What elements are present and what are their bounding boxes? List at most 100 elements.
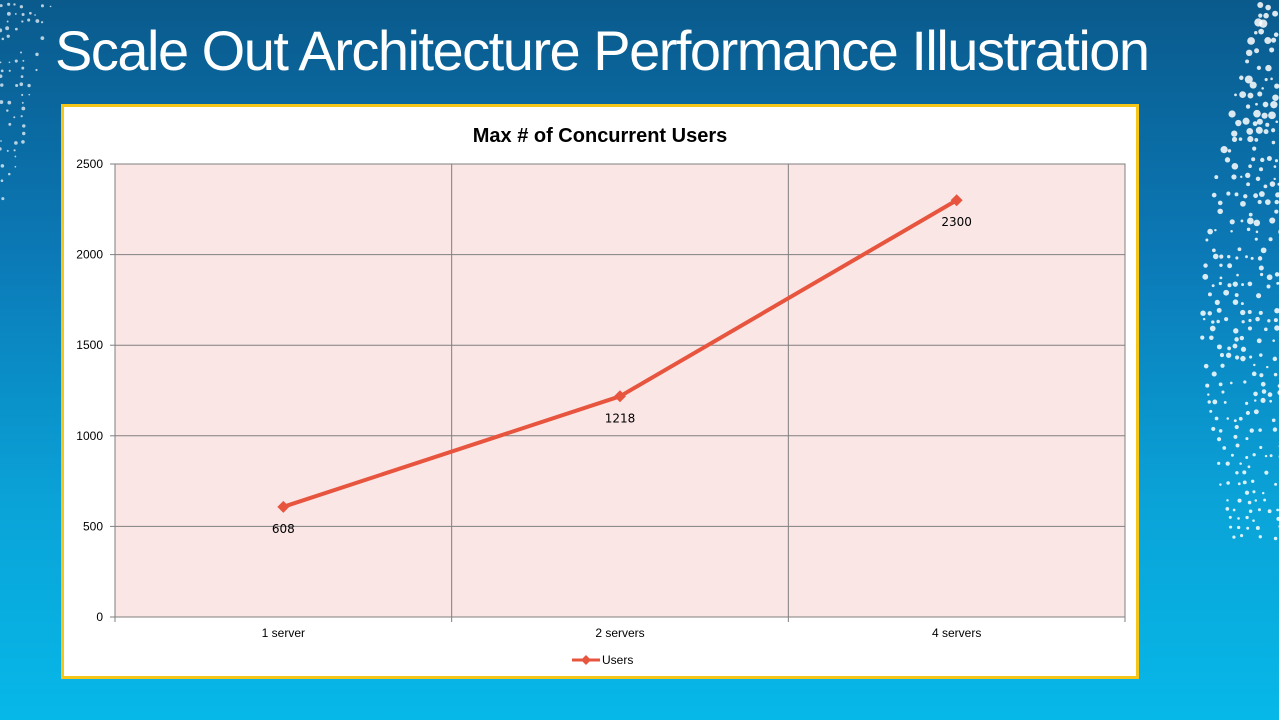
decorative-dot <box>0 4 3 8</box>
decorative-dot <box>1252 519 1255 522</box>
decorative-dot <box>1232 281 1238 287</box>
decorative-dot <box>1202 317 1206 321</box>
decorative-dot <box>1225 352 1232 358</box>
decorative-dot <box>1240 309 1246 316</box>
decorative-dot <box>1260 381 1266 387</box>
y-tick-label: 1500 <box>76 338 103 352</box>
decorative-dot <box>0 61 2 64</box>
decorative-dot <box>1216 307 1222 313</box>
decorative-dot <box>13 149 16 152</box>
decorative-dot <box>1270 77 1273 81</box>
decorative-dot <box>1258 167 1264 172</box>
decorative-dot <box>21 101 24 104</box>
decorative-dot <box>1259 445 1263 449</box>
decorative-dot <box>1271 37 1277 43</box>
decorative-dot <box>1217 200 1223 206</box>
decorative-dot <box>0 28 3 33</box>
decorative-dot <box>1274 159 1279 163</box>
decorative-dot <box>8 61 11 64</box>
x-axis: 1 server 2 servers 4 servers <box>114 616 1126 640</box>
decorative-dot <box>1237 498 1242 503</box>
decorative-dot <box>1274 199 1279 205</box>
decorative-dot <box>1255 126 1263 134</box>
decorative-dot <box>1259 353 1263 357</box>
decorative-dot <box>1209 325 1216 332</box>
decorative-dot <box>13 3 16 6</box>
decorative-dot <box>1245 455 1249 459</box>
decorative-dot <box>1205 383 1210 388</box>
decorative-dot <box>7 2 11 6</box>
decorative-dot <box>1254 237 1258 241</box>
decorative-dot <box>21 20 24 23</box>
decorative-dot <box>1271 140 1276 145</box>
decorative-dot <box>35 68 38 72</box>
data-label: 608 <box>272 522 295 536</box>
data-label: 2300 <box>941 215 972 229</box>
decorative-dot <box>1245 410 1250 416</box>
decorative-dot <box>35 19 40 23</box>
decorative-dot <box>40 21 44 24</box>
decorative-dot <box>1267 319 1271 323</box>
decorative-dot <box>1253 409 1259 415</box>
decorative-dot <box>1253 363 1256 367</box>
decorative-dot <box>49 5 52 8</box>
decorative-dot <box>1224 157 1231 163</box>
decorative-dot <box>1219 254 1224 259</box>
decorative-dot <box>1261 87 1264 90</box>
decorative-dot <box>1234 424 1239 430</box>
chart-title: Max # of Concurrent Users <box>473 125 728 147</box>
decorative-dot <box>1267 509 1272 514</box>
decorative-dot <box>1252 121 1258 127</box>
decorative-dot <box>20 75 24 78</box>
decorative-dots-right <box>1200 1 1279 541</box>
decorative-dot <box>1273 536 1278 541</box>
decorative-dot <box>20 115 23 118</box>
decorative-dot <box>1274 209 1279 214</box>
decorative-dot <box>1211 426 1216 432</box>
decorative-dot <box>0 179 4 183</box>
decorative-dot <box>1240 200 1246 207</box>
decorative-dot <box>1237 482 1241 486</box>
decorative-dot <box>6 11 11 16</box>
decorative-dot <box>1255 316 1260 322</box>
decorative-dot <box>21 140 25 144</box>
decorative-dot <box>1269 47 1275 53</box>
decorative-dot <box>1258 310 1263 315</box>
decorative-dot <box>1254 31 1258 35</box>
decorative-dot <box>1245 49 1253 57</box>
decorative-dot <box>1258 428 1262 432</box>
decorative-dot <box>1212 399 1218 405</box>
decorative-dot <box>1230 453 1234 457</box>
decorative-dot <box>1248 164 1252 169</box>
decorative-dot <box>1211 192 1217 198</box>
decorative-dot <box>1272 427 1278 432</box>
decorative-dot <box>1265 64 1272 72</box>
decorative-dot <box>8 69 11 72</box>
decorative-dot <box>1227 263 1233 269</box>
decorative-dot <box>1253 391 1258 397</box>
decorative-dot <box>13 116 16 119</box>
decorative-dot <box>1276 508 1279 512</box>
decorative-dot <box>1255 176 1261 182</box>
decorative-dot <box>0 164 5 168</box>
decorative-dot <box>1239 91 1247 99</box>
decorative-dot <box>1248 509 1253 513</box>
decorative-dot <box>1241 283 1245 287</box>
decorative-dot <box>1247 136 1254 143</box>
decorative-dot <box>1247 309 1252 314</box>
decorative-dot <box>1227 283 1232 288</box>
decorative-dot <box>1245 172 1251 179</box>
decorative-dot <box>1232 508 1236 512</box>
decorative-dot <box>1257 199 1262 205</box>
decorative-dot <box>1245 255 1248 259</box>
decorative-dot <box>1231 130 1238 137</box>
decorative-dot <box>1235 443 1240 448</box>
y-tick-label: 0 <box>96 610 103 624</box>
decorative-dot <box>40 36 45 41</box>
decorative-dot <box>1269 217 1276 224</box>
decorative-dot <box>1267 392 1273 397</box>
decorative-dot <box>1256 293 1262 299</box>
chart-frame: Max # of Concurrent Users 0 500 1000 1500 20… <box>61 104 1139 679</box>
decorative-dot <box>1246 182 1251 187</box>
decorative-dot <box>1231 163 1239 170</box>
